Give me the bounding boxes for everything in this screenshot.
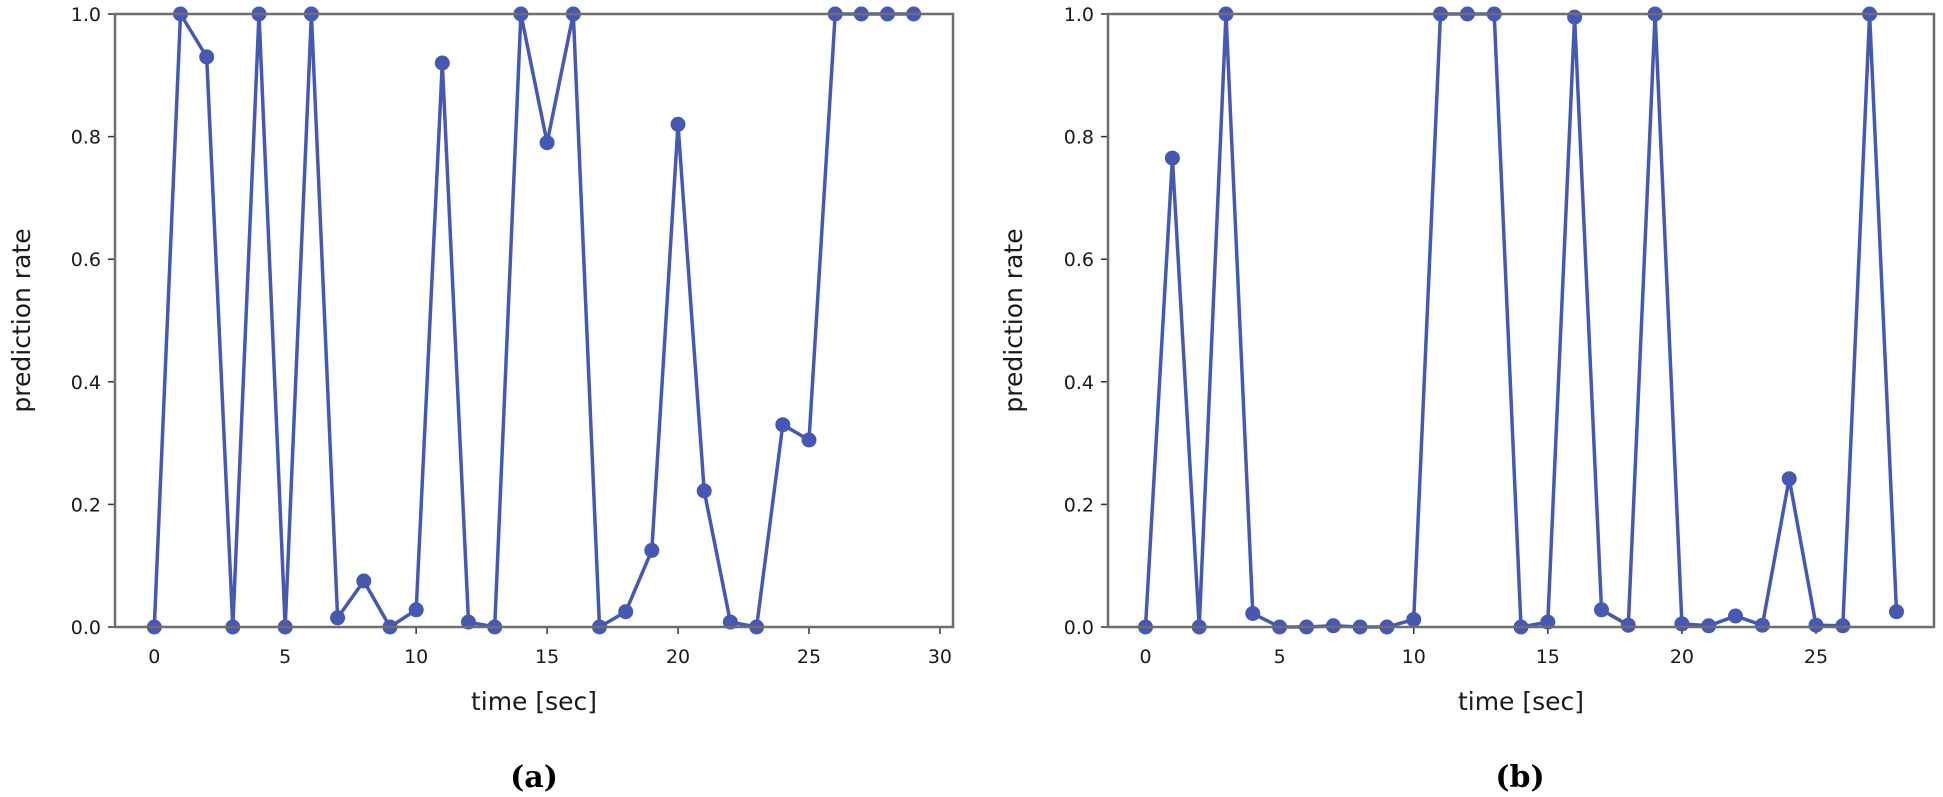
panel-label: (b) — [1495, 760, 1544, 795]
data-point — [434, 55, 450, 71]
x-tick-label: 10 — [1402, 646, 1426, 668]
chart-panel-a: 0.0 0.2 0.4 0.6 0.8 1.0 0 5 10 15 20 25 30 time [sec]… — [7, 4, 955, 795]
y-tick-label: 0.4 — [71, 372, 101, 394]
x-tick-label: 5 — [279, 646, 291, 668]
y-tick-label: 0.8 — [71, 127, 101, 149]
data-point — [618, 604, 634, 620]
data-point — [1594, 602, 1609, 618]
chart-panel-b: 0.0 0.2 0.4 0.6 0.8 1.0 0 5 10 15 20 25 time [sec] pr… — [999, 4, 1936, 795]
series-line — [1143, 12, 1899, 629]
x-tick-label: 0 — [148, 646, 160, 668]
series-line — [152, 12, 914, 629]
data-point — [1781, 471, 1797, 487]
data-point — [408, 602, 424, 618]
x-axis-label: time [sec] — [1458, 687, 1584, 716]
data-point — [775, 417, 791, 433]
x-tick-label: 25 — [797, 646, 821, 668]
x-axis-label: time [sec] — [471, 687, 597, 716]
y-tick-label: 0.8 — [1064, 127, 1094, 149]
data-point — [330, 610, 346, 626]
data-point — [1728, 608, 1743, 624]
x-tick-label: 15 — [535, 646, 559, 668]
data-point — [644, 542, 660, 558]
x-tick-label: 5 — [1274, 646, 1286, 668]
data-point — [801, 432, 817, 448]
data-point — [696, 483, 712, 499]
y-tick-label: 0.6 — [1064, 249, 1094, 271]
data-point — [1754, 617, 1770, 633]
data-point — [1164, 150, 1180, 166]
data-point — [670, 116, 686, 132]
plot-frame — [113, 12, 955, 629]
x-tick-label: 20 — [1670, 646, 1694, 668]
y-tick-label: 0.0 — [71, 617, 101, 639]
y-axis-label: prediction rate — [7, 228, 36, 412]
x-tick-label: 20 — [666, 646, 690, 668]
data-point — [199, 49, 215, 65]
y-tick-label: 0.0 — [1064, 617, 1094, 639]
y-tick-label: 1.0 — [71, 4, 101, 26]
data-point — [539, 135, 555, 151]
y-tick-label: 0.2 — [1064, 494, 1094, 516]
data-point — [1245, 606, 1261, 621]
data-point — [356, 573, 372, 589]
data-point — [1889, 604, 1904, 620]
y-tick-label: 0.4 — [1064, 372, 1094, 394]
x-tick-label: 30 — [928, 646, 952, 668]
data-point — [1406, 612, 1422, 628]
data-point — [1567, 9, 1583, 25]
panel-label: (a) — [510, 760, 558, 795]
y-tick-label: 1.0 — [1064, 4, 1094, 26]
x-tick-label: 15 — [1536, 646, 1560, 668]
x-tick-label: 0 — [1139, 646, 1151, 668]
data-point — [1674, 616, 1690, 632]
y-axis-label: prediction rate — [999, 228, 1028, 412]
y-tick-label: 0.6 — [71, 249, 101, 271]
x-tick-label: 25 — [1804, 646, 1828, 668]
y-tick-label: 0.2 — [71, 494, 101, 516]
data-point — [1620, 617, 1636, 633]
x-tick-label: 10 — [404, 646, 428, 668]
plot-frame — [1106, 12, 1936, 629]
data-point — [1808, 617, 1824, 633]
